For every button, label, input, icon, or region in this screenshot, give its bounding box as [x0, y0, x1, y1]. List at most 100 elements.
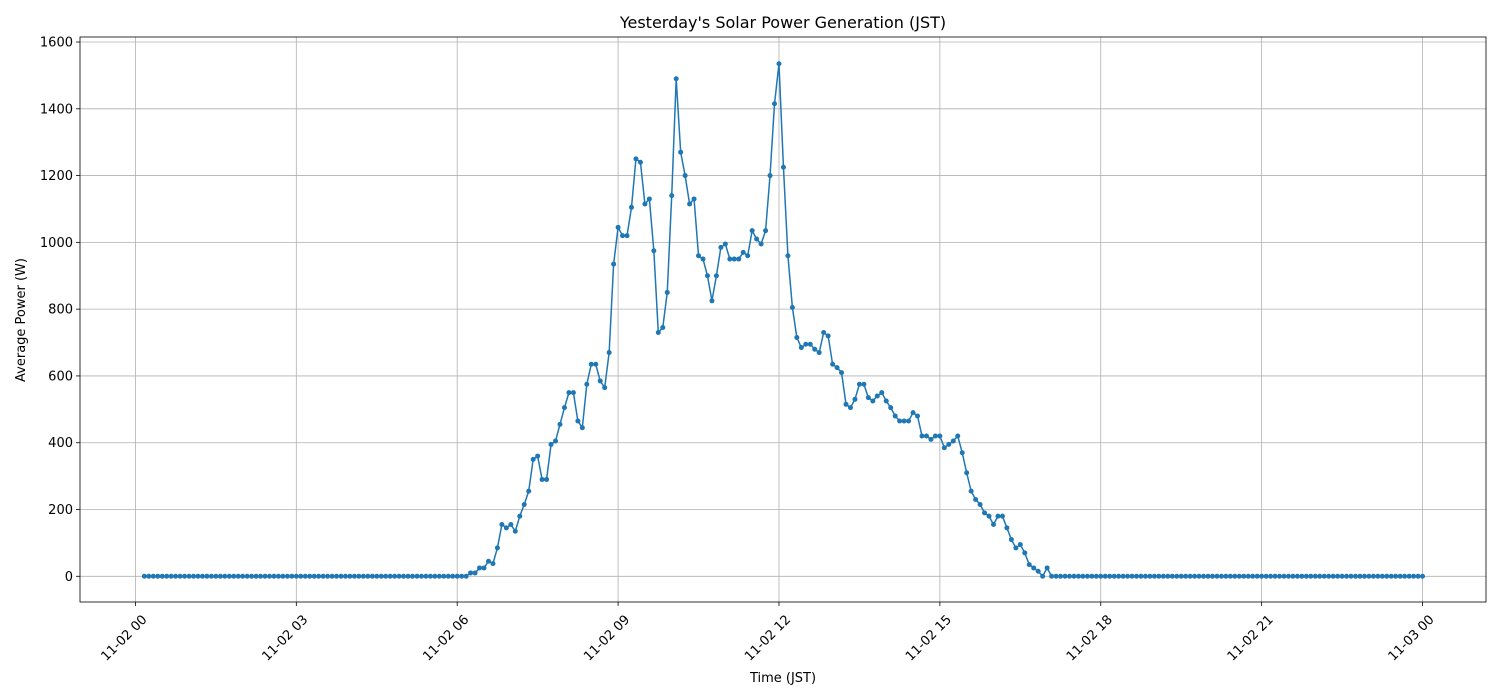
data-point: [204, 573, 210, 579]
data-point: [351, 573, 357, 579]
data-point: [1147, 573, 1153, 579]
data-point: [199, 573, 205, 579]
data-point: [414, 573, 420, 579]
data-point: [1192, 573, 1198, 579]
data-point: [937, 433, 943, 439]
data-point: [401, 573, 407, 579]
data-point: [1339, 573, 1345, 579]
data-point: [999, 513, 1005, 519]
data-point: [669, 193, 675, 199]
data-point: [539, 476, 545, 482]
data-point: [557, 421, 563, 427]
data-point: [298, 573, 304, 579]
data-point: [1107, 573, 1113, 579]
y-tick-label: 0: [65, 570, 73, 585]
data-point: [624, 233, 630, 239]
data-point: [186, 573, 192, 579]
y-axis-label: Average Power (W): [14, 258, 29, 382]
data-point: [982, 510, 988, 516]
x-tick-label: 11-02 12: [742, 612, 794, 664]
data-point: [678, 149, 684, 155]
data-point: [195, 573, 201, 579]
data-point: [879, 390, 885, 396]
data-point: [146, 573, 152, 579]
data-point: [1201, 573, 1207, 579]
data-point: [1214, 573, 1220, 579]
data-point: [436, 573, 442, 579]
data-point: [1218, 573, 1224, 579]
data-point: [1272, 573, 1278, 579]
data-point: [1245, 573, 1251, 579]
data-point: [517, 513, 523, 519]
data-point: [1402, 573, 1408, 579]
data-point: [159, 573, 165, 579]
data-point: [1366, 573, 1372, 579]
data-point: [1209, 573, 1215, 579]
data-point: [1142, 573, 1148, 579]
data-point: [1120, 573, 1126, 579]
data-point: [1111, 573, 1117, 579]
data-point: [1008, 537, 1014, 543]
data-point: [798, 345, 804, 351]
data-point: [807, 341, 813, 347]
data-point: [535, 453, 541, 459]
data-point: [1138, 573, 1144, 579]
x-tick-label: 11-03 00: [1386, 612, 1438, 664]
data-point: [249, 573, 255, 579]
data-point: [986, 513, 992, 519]
data-point: [1330, 573, 1336, 579]
data-point: [1169, 573, 1175, 579]
data-point: [772, 101, 778, 107]
data-point: [834, 365, 840, 371]
data-point: [320, 573, 326, 579]
data-point: [1013, 545, 1019, 551]
data-point: [1406, 573, 1412, 579]
x-axis-label: Time (JST): [749, 671, 816, 686]
data-point: [1049, 573, 1055, 579]
data-point: [1066, 573, 1072, 579]
data-point: [1241, 573, 1247, 579]
data-point: [508, 522, 514, 528]
data-point: [1344, 573, 1350, 579]
data-point: [1062, 573, 1068, 579]
data-point: [1353, 573, 1359, 579]
data-point: [1281, 573, 1287, 579]
data-point: [915, 413, 921, 419]
data-point: [803, 341, 809, 347]
data-point: [687, 201, 693, 207]
data-point: [235, 573, 241, 579]
data-point: [968, 488, 974, 494]
data-line: [144, 63, 1423, 578]
data-point: [861, 381, 867, 387]
data-point: [870, 398, 876, 404]
data-point: [1053, 573, 1059, 579]
data-point: [1370, 573, 1376, 579]
data-point: [973, 496, 979, 502]
data-point: [1321, 573, 1327, 579]
data-point: [1263, 573, 1269, 579]
data-point: [593, 361, 599, 367]
data-point: [696, 253, 702, 259]
data-point: [1098, 573, 1104, 579]
data-point: [284, 573, 290, 579]
y-tick-label: 200: [48, 503, 73, 518]
data-point: [923, 433, 929, 439]
data-point: [709, 298, 715, 304]
data-point: [704, 273, 710, 279]
y-tick-label: 400: [48, 436, 73, 451]
data-point: [637, 159, 643, 165]
data-point: [754, 236, 760, 242]
data-point: [843, 401, 849, 407]
data-point: [1093, 573, 1099, 579]
data-point: [1017, 542, 1023, 548]
data-point: [941, 445, 947, 451]
data-point: [691, 196, 697, 202]
data-point: [865, 395, 871, 401]
data-point: [606, 350, 612, 356]
data-point: [383, 573, 389, 579]
data-point: [575, 418, 581, 424]
data-point: [946, 441, 952, 447]
data-point: [950, 438, 956, 444]
